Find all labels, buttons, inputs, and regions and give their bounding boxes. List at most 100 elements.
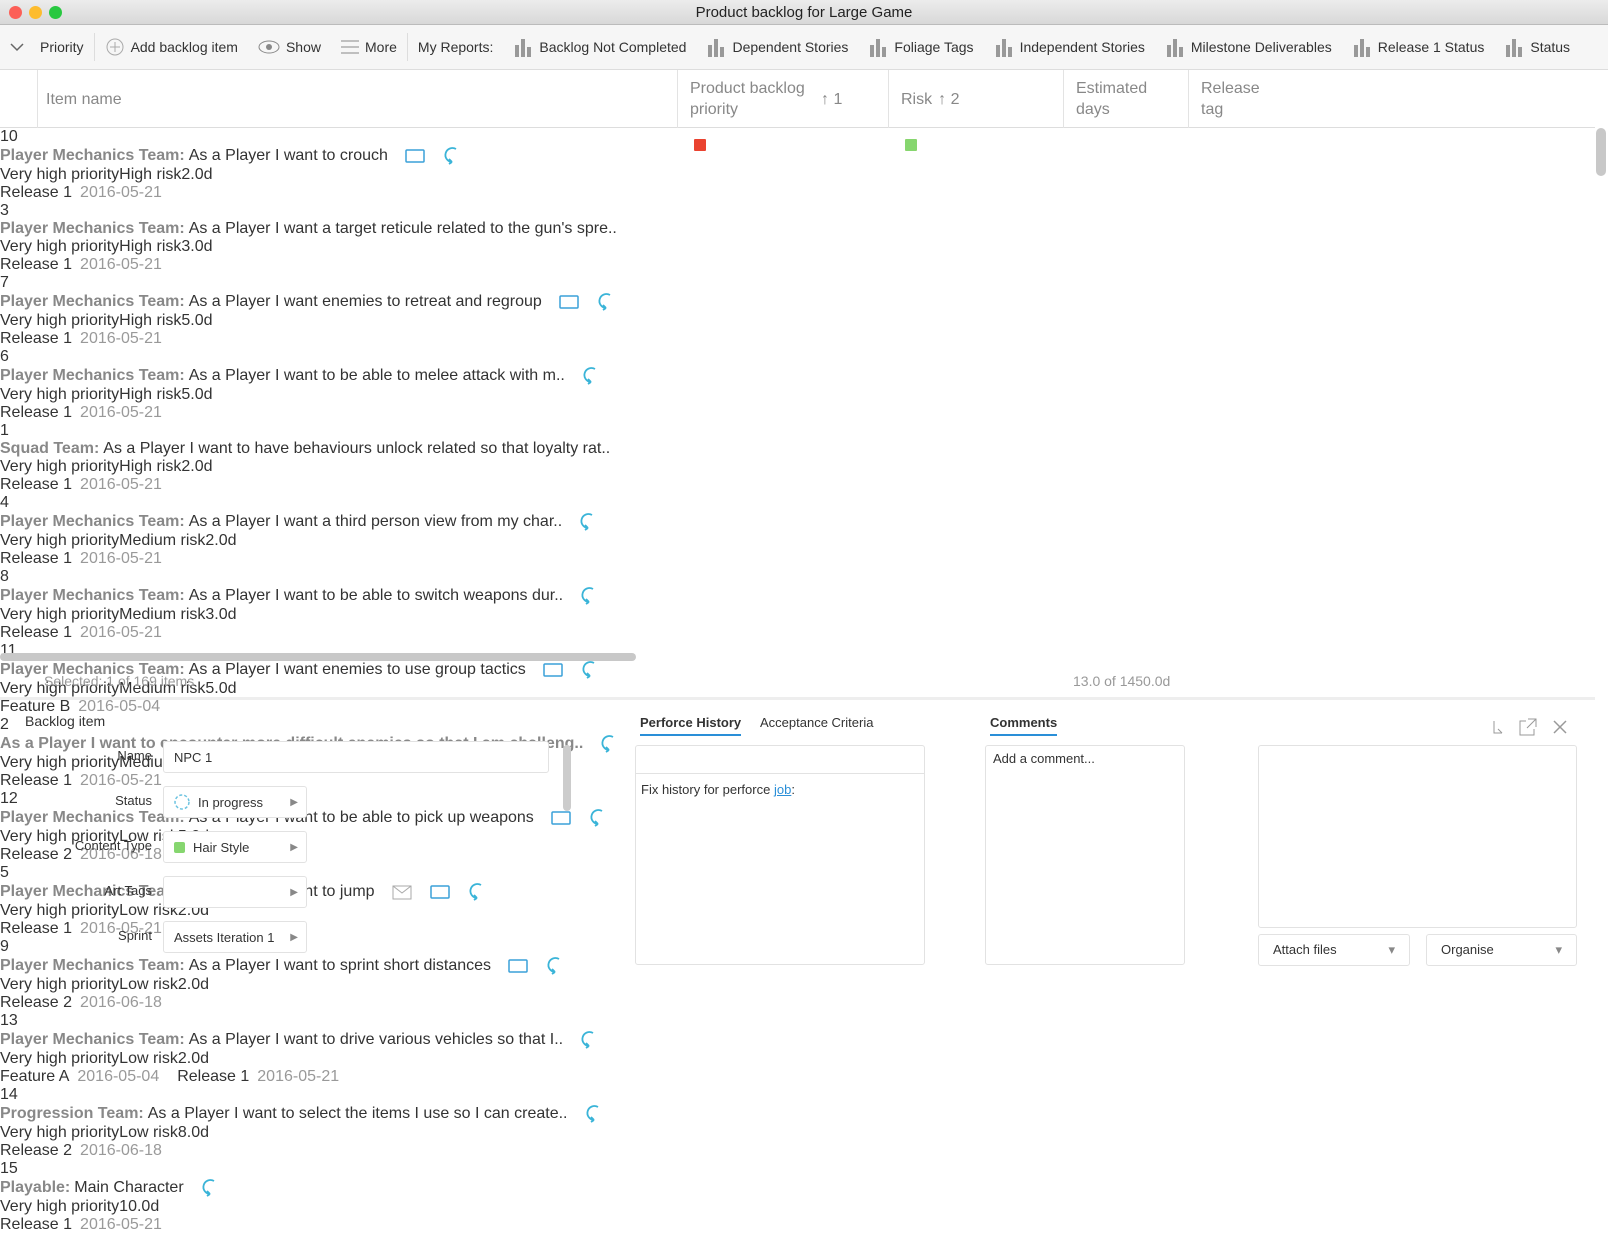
more-button[interactable]: More <box>331 39 407 55</box>
item-story: As a Player I want to crouch <box>188 147 388 164</box>
status-icon-graphic <box>174 794 190 810</box>
item-story: As a Player I want a target reticule rel… <box>188 220 617 237</box>
priority-text: Very high priority <box>0 1050 120 1067</box>
risk-text: High risk <box>119 312 182 329</box>
history-suffix: : <box>791 782 795 797</box>
priority-text: Very high priority <box>0 976 120 993</box>
report-label: Backlog Not Completed <box>539 39 687 55</box>
estimated-days: 2.0d <box>205 532 237 549</box>
attach-files-button[interactable]: Attach files ▾ <box>1258 934 1410 966</box>
table-row[interactable]: 6 Player Mechanics Team: As a Player I wan… <box>0 139 1595 422</box>
item-name: Player Mechanics Team:As a Player I want… <box>0 220 630 238</box>
close-button[interactable] <box>9 6 22 19</box>
dock-icon[interactable] <box>1493 721 1503 734</box>
row-id: 7 <box>0 274 9 291</box>
row-id: 10 <box>0 128 18 145</box>
table-row[interactable]: 1 Squad Team: As a Player I want to have b… <box>0 139 1595 494</box>
field-selector[interactable]: Assets Iteration 1 ▶ <box>163 921 307 953</box>
table-row[interactable]: 10 Player Mechanics Team: As a Player I wa… <box>0 128 1595 202</box>
tab-perforce-history[interactable]: Perforce History <box>640 715 742 736</box>
item-team: Player Mechanics Team: <box>0 587 185 604</box>
vertical-scrollbar[interactable] <box>1596 128 1606 176</box>
report-list: Backlog Not Completed Dependent Stories Fo… <box>503 37 1580 57</box>
item-name: Playable: Main Character <box>0 1178 630 1198</box>
item-name: Player Mechanics Team:As a Player I want… <box>0 146 630 166</box>
report-button[interactable]: Milestone Deliverables <box>1155 37 1342 57</box>
tab-acceptance-criteria[interactable]: Acceptance Criteria <box>760 715 874 730</box>
priority-button[interactable]: Priority <box>0 39 94 55</box>
horizontal-scrollbar[interactable] <box>0 653 636 661</box>
header-risk[interactable]: Risk ↑ 2 <box>889 70 1064 128</box>
row-icon-graphic <box>590 809 603 827</box>
row-icon <box>599 734 621 754</box>
release-tags: Feature A 2016-05-04 Release 1 2016-05-21 <box>0 1068 1595 1086</box>
header-priority[interactable]: Product backlog priority ↑ 1 <box>678 70 889 128</box>
row-icon-graphic <box>559 295 579 309</box>
report-button[interactable]: Foliage Tags <box>858 37 983 57</box>
header-label: Release tag <box>1201 80 1260 118</box>
sort-indicator: ↑ 1 <box>821 90 843 108</box>
field-value: Assets Iteration 1 <box>174 929 275 945</box>
field-selector[interactable]: ▶ <box>163 876 307 908</box>
table-row[interactable]: 8 Player Mechanics Team: As a Player I wan… <box>0 139 1595 642</box>
id-header <box>0 70 38 128</box>
release-name: Feature B <box>0 698 71 715</box>
report-button[interactable]: Independent Stories <box>984 37 1155 57</box>
release-date: 2016-06-18 <box>80 994 162 1011</box>
table-row[interactable]: 11 Player Mechanics Team: As a Player I wa… <box>0 139 1595 716</box>
name-input[interactable]: NPC 1 <box>163 741 549 773</box>
row-icon-graphic <box>202 1179 215 1197</box>
field-selector[interactable]: Hair Style ▶ <box>163 831 307 863</box>
row-icon <box>581 366 603 386</box>
history-link[interactable]: job <box>773 782 792 797</box>
release-date: 2016-05-21 <box>80 256 162 273</box>
detail-panel: Backlog item Name NPC 1 Status In progress ▶… <box>0 703 1608 970</box>
row-icon-graphic <box>598 293 611 311</box>
header-days[interactable]: Estimated days <box>1064 70 1189 128</box>
table-row[interactable]: 13 Player Mechanics Team: As a Player I wa… <box>0 139 1595 1086</box>
organise-button[interactable]: Organise ▾ <box>1426 934 1577 966</box>
risk-text: Low risk <box>119 1124 178 1141</box>
field-selector[interactable]: In progress ▶ <box>163 786 307 818</box>
show-button[interactable]: Show <box>248 39 331 55</box>
release-tags: Release 1 2016-05-21 <box>0 1216 1595 1234</box>
item-team: Player Mechanics Team: <box>0 809 185 826</box>
comment-input[interactable]: Add a comment... <box>985 745 1185 965</box>
table-header: Item name Product backlog priority ↑ 1 Ri… <box>0 70 1595 128</box>
item-team: Progression Team: <box>0 1105 144 1122</box>
release-date: 2016-05-04 <box>78 698 161 715</box>
popout-icon[interactable] <box>1519 718 1537 736</box>
table-row[interactable]: 7 Player Mechanics Team: As a Player I wan… <box>0 139 1595 348</box>
comment-placeholder: Add a comment... <box>993 751 1095 766</box>
release-tags: Release 1 2016-05-21 <box>0 404 1595 422</box>
minimize-button[interactable] <box>29 6 42 19</box>
priority-text: Very high priority <box>0 386 120 403</box>
release-name: Release 1 <box>0 1216 73 1233</box>
item-name: Player Mechanics Team:As a Player I want… <box>0 660 630 680</box>
add-button[interactable]: Add backlog item <box>95 37 248 57</box>
report-button[interactable]: Status <box>1494 37 1580 57</box>
table-row[interactable]: 14 Progression Team: As a Player I want to… <box>0 139 1595 1160</box>
release-tags: Release 1 2016-05-21 <box>0 476 1595 494</box>
table-row[interactable]: 3 Player Mechanics Team: As a Player I wan… <box>0 139 1595 274</box>
table-row[interactable]: 15 Playable: Main Character Very high prior… <box>0 139 1595 1234</box>
row-icon-graphic <box>405 149 425 163</box>
report-button[interactable]: Release 1 Status <box>1342 37 1495 57</box>
row-icon-graphic <box>581 1031 594 1049</box>
close-icon[interactable] <box>1553 720 1567 734</box>
row-icon <box>429 882 451 902</box>
form-scrollbar[interactable] <box>563 745 571 811</box>
report-icon-graphic <box>995 39 1012 57</box>
header-release[interactable]: Release tag <box>1189 70 1595 128</box>
table-row[interactable]: 4 Player Mechanics Team: As a Player I wan… <box>0 139 1595 568</box>
estimated-days: 5.0d <box>181 312 213 329</box>
zoom-button[interactable] <box>49 6 62 19</box>
priority-text: Very high priority <box>0 606 120 623</box>
row-icon-graphic <box>392 885 412 900</box>
field-label: Art Tags <box>104 883 152 898</box>
header-name[interactable]: Item name <box>38 70 678 128</box>
report-button[interactable]: Dependent Stories <box>696 37 858 57</box>
row-icon <box>588 808 610 828</box>
report-button[interactable]: Backlog Not Completed <box>503 37 696 57</box>
